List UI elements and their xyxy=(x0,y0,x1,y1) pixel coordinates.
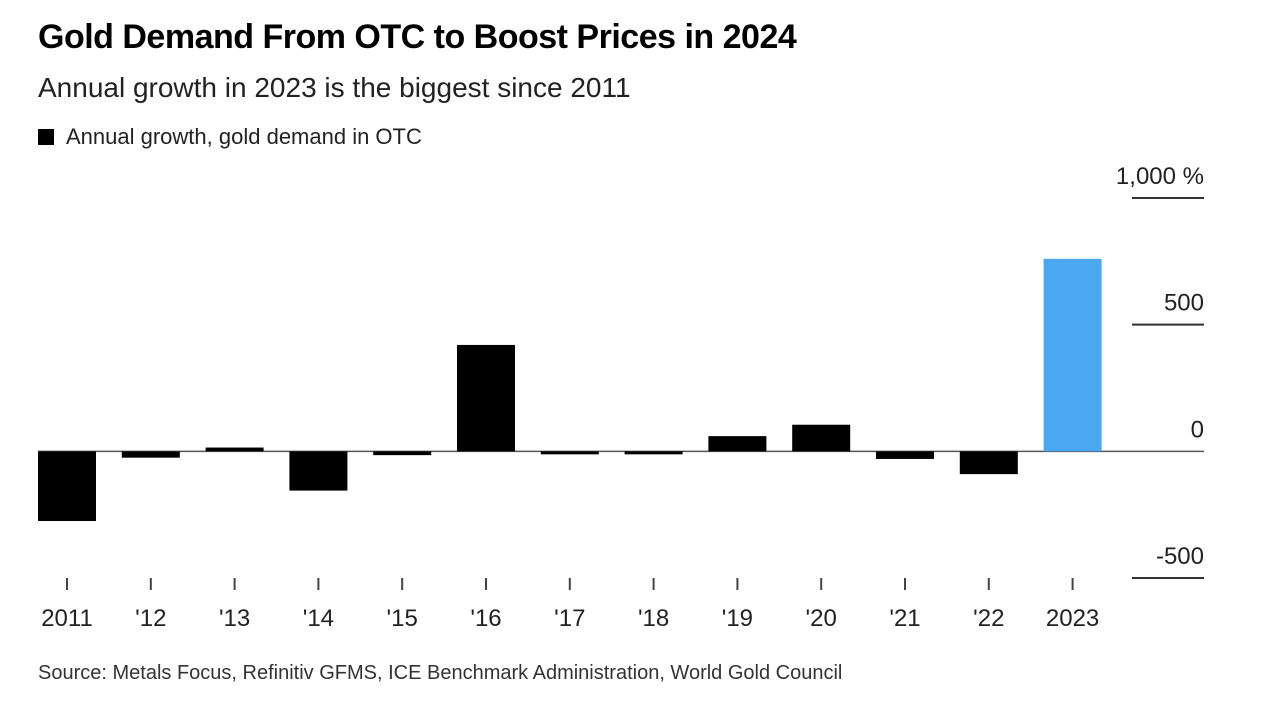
x-tick-label: '13 xyxy=(219,605,250,632)
bar-21 xyxy=(876,451,934,459)
legend-label: Annual growth, gold demand in OTC xyxy=(66,124,422,149)
chart-subtitle: Annual growth in 2023 is the biggest sin… xyxy=(38,72,631,103)
bar-22 xyxy=(959,451,1018,475)
x-tick-label: '22 xyxy=(973,605,1004,632)
chart-title: Gold Demand From OTC to Boost Prices in … xyxy=(38,18,797,56)
x-tick-label: '18 xyxy=(638,605,669,632)
bar-2011 xyxy=(38,451,96,521)
x-tick-label: '14 xyxy=(303,605,334,632)
x-tick-label: 2011 xyxy=(41,605,93,632)
bar-2023 xyxy=(1043,258,1102,452)
x-tick-label: '17 xyxy=(554,605,585,632)
bar-15 xyxy=(373,451,432,456)
x-tick-label: '15 xyxy=(387,605,418,632)
bar-13 xyxy=(205,447,264,452)
x-tick-label: 2023 xyxy=(1046,605,1099,632)
y-tick-label: 0 xyxy=(1191,416,1204,443)
bar-14 xyxy=(289,451,348,491)
bar-18 xyxy=(624,451,683,455)
bar-17 xyxy=(540,451,599,455)
x-tick-label: '20 xyxy=(806,605,837,632)
bar-16 xyxy=(457,344,515,452)
x-tick-label: '19 xyxy=(722,605,753,632)
legend: Annual growth, gold demand in OTC xyxy=(38,124,422,150)
y-tick-label: 1,000 % xyxy=(1116,163,1204,190)
source-note: Source: Metals Focus, Refinitiv GFMS, IC… xyxy=(38,662,843,684)
legend-swatch xyxy=(38,129,54,145)
x-tick-label: '21 xyxy=(889,605,920,632)
y-tick-label: -500 xyxy=(1156,543,1204,570)
bar-20 xyxy=(792,424,851,452)
x-tick-label: '12 xyxy=(135,605,166,632)
x-tick-label: '16 xyxy=(470,605,501,632)
y-tick-label: 500 xyxy=(1164,290,1204,317)
bar-12 xyxy=(121,451,180,458)
bar-19 xyxy=(708,436,767,452)
